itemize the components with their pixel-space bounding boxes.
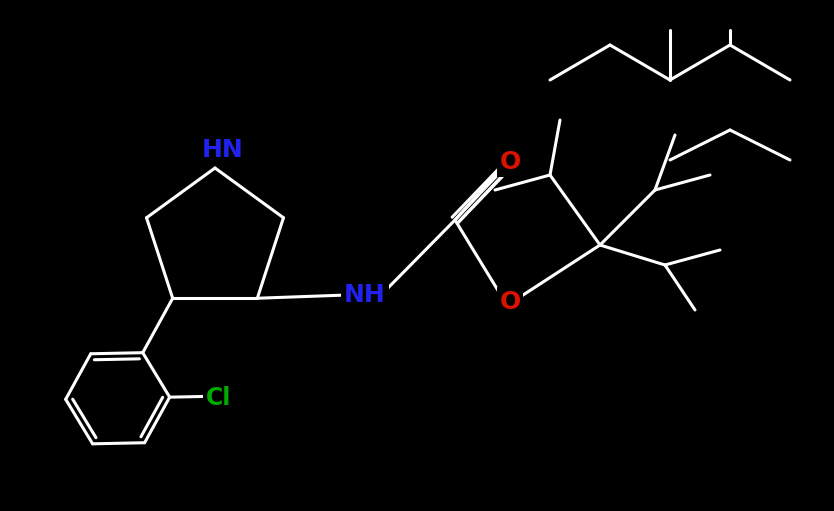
Text: NH: NH: [344, 283, 386, 307]
Text: Cl: Cl: [206, 386, 231, 410]
Text: O: O: [500, 290, 520, 314]
Text: O: O: [500, 150, 520, 174]
Text: HN: HN: [202, 138, 244, 162]
